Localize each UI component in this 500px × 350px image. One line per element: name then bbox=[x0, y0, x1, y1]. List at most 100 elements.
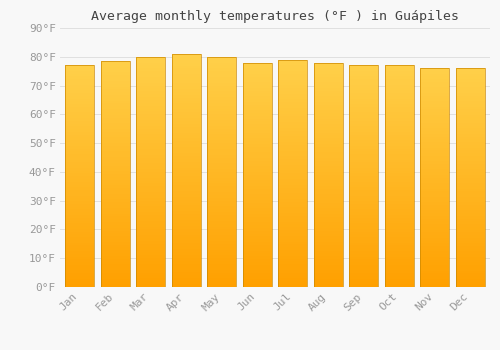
Bar bbox=[172, 272, 200, 275]
Bar bbox=[136, 152, 165, 155]
Bar bbox=[100, 115, 130, 118]
Bar bbox=[207, 195, 236, 198]
Bar bbox=[136, 74, 165, 77]
Bar bbox=[65, 138, 94, 140]
Bar bbox=[242, 194, 272, 197]
Bar bbox=[207, 158, 236, 160]
Bar bbox=[456, 216, 485, 219]
Bar bbox=[136, 140, 165, 143]
Bar bbox=[100, 104, 130, 106]
Bar bbox=[172, 246, 200, 249]
Bar bbox=[420, 93, 450, 96]
Bar bbox=[456, 71, 485, 74]
Bar bbox=[278, 264, 308, 267]
Bar bbox=[278, 224, 308, 227]
Bar bbox=[385, 110, 414, 112]
Bar bbox=[65, 82, 94, 85]
Bar bbox=[350, 82, 378, 85]
Bar bbox=[420, 257, 450, 260]
Bar bbox=[456, 88, 485, 90]
Bar bbox=[350, 126, 378, 129]
Bar bbox=[278, 94, 308, 97]
Bar bbox=[136, 209, 165, 212]
Bar bbox=[456, 238, 485, 240]
Bar bbox=[242, 149, 272, 152]
Bar bbox=[420, 126, 450, 128]
Bar bbox=[65, 99, 94, 101]
Bar bbox=[278, 208, 308, 210]
Bar bbox=[172, 77, 200, 80]
Bar bbox=[242, 68, 272, 71]
Bar bbox=[278, 82, 308, 85]
Bar bbox=[314, 200, 343, 203]
Bar bbox=[314, 237, 343, 239]
Bar bbox=[420, 205, 450, 208]
Bar bbox=[420, 284, 450, 287]
Bar bbox=[172, 234, 200, 237]
Bar bbox=[100, 81, 130, 84]
Bar bbox=[278, 241, 308, 244]
Bar bbox=[420, 279, 450, 281]
Bar bbox=[278, 284, 308, 287]
Bar bbox=[278, 205, 308, 208]
Bar bbox=[65, 265, 94, 268]
Bar bbox=[314, 124, 343, 127]
Bar bbox=[456, 150, 485, 153]
Bar bbox=[314, 262, 343, 265]
Bar bbox=[65, 148, 94, 151]
Bar bbox=[350, 215, 378, 218]
Bar bbox=[100, 242, 130, 245]
Bar bbox=[172, 170, 200, 173]
Bar bbox=[456, 106, 485, 109]
Bar bbox=[350, 190, 378, 193]
Bar bbox=[314, 251, 343, 253]
Bar bbox=[420, 142, 450, 145]
Bar bbox=[456, 273, 485, 276]
Bar bbox=[100, 154, 130, 157]
Bar bbox=[456, 249, 485, 251]
Bar bbox=[420, 106, 450, 109]
Bar bbox=[100, 120, 130, 123]
Bar bbox=[207, 261, 236, 264]
Bar bbox=[350, 201, 378, 204]
Bar bbox=[100, 186, 130, 188]
Bar bbox=[420, 178, 450, 180]
Bar bbox=[207, 247, 236, 250]
Bar bbox=[65, 79, 94, 82]
Bar bbox=[172, 118, 200, 121]
Bar bbox=[242, 110, 272, 113]
Bar bbox=[65, 251, 94, 254]
Bar bbox=[385, 209, 414, 212]
Bar bbox=[314, 65, 343, 68]
Bar bbox=[420, 227, 450, 230]
Bar bbox=[136, 100, 165, 103]
Bar bbox=[278, 91, 308, 94]
Bar bbox=[136, 270, 165, 273]
Bar bbox=[242, 245, 272, 248]
Bar bbox=[136, 204, 165, 206]
Bar bbox=[420, 240, 450, 243]
Bar bbox=[456, 183, 485, 186]
Bar bbox=[136, 261, 165, 264]
Bar bbox=[136, 158, 165, 160]
Bar bbox=[136, 103, 165, 106]
Bar bbox=[278, 125, 308, 128]
Bar bbox=[314, 265, 343, 267]
Bar bbox=[278, 210, 308, 213]
Bar bbox=[278, 60, 308, 287]
Bar bbox=[314, 121, 343, 124]
Bar bbox=[65, 168, 94, 171]
Bar bbox=[385, 99, 414, 101]
Bar bbox=[100, 228, 130, 231]
Bar bbox=[207, 241, 236, 244]
Bar bbox=[385, 257, 414, 259]
Bar bbox=[385, 151, 414, 154]
Bar bbox=[242, 217, 272, 220]
Bar bbox=[136, 244, 165, 247]
Bar bbox=[385, 107, 414, 110]
Bar bbox=[136, 169, 165, 172]
Bar bbox=[456, 85, 485, 88]
Bar bbox=[207, 226, 236, 230]
Bar bbox=[456, 134, 485, 136]
Bar bbox=[100, 284, 130, 287]
